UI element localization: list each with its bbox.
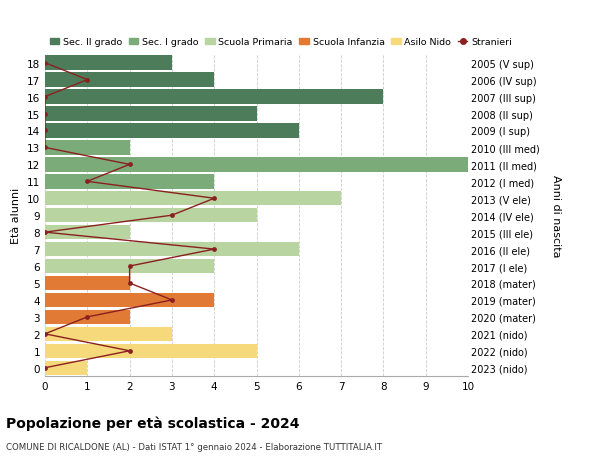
Point xyxy=(40,145,50,152)
Bar xyxy=(45,327,172,341)
Bar xyxy=(45,242,299,257)
Point xyxy=(125,280,134,287)
Legend: Sec. II grado, Sec. I grado, Scuola Primaria, Scuola Infanzia, Asilo Nido, Stran: Sec. II grado, Sec. I grado, Scuola Prim… xyxy=(50,38,512,47)
Point xyxy=(40,60,50,67)
Text: COMUNE DI RICALDONE (AL) - Dati ISTAT 1° gennaio 2024 - Elaborazione TUTTITALIA.: COMUNE DI RICALDONE (AL) - Dati ISTAT 1°… xyxy=(6,442,382,451)
Bar xyxy=(45,293,214,308)
Point xyxy=(40,94,50,101)
Point xyxy=(125,263,134,270)
Bar xyxy=(45,141,130,155)
Y-axis label: Età alunni: Età alunni xyxy=(11,188,22,244)
Point xyxy=(83,77,92,84)
Point xyxy=(40,128,50,135)
Point xyxy=(209,246,219,253)
Point xyxy=(40,364,50,372)
Bar xyxy=(45,56,172,71)
Bar xyxy=(45,124,299,138)
Point xyxy=(125,347,134,355)
Bar xyxy=(45,158,468,172)
Point xyxy=(40,111,50,118)
Point xyxy=(167,212,177,219)
Y-axis label: Anni di nascita: Anni di nascita xyxy=(551,174,560,257)
Point xyxy=(40,229,50,236)
Bar xyxy=(45,310,130,325)
Bar xyxy=(45,191,341,206)
Point xyxy=(40,330,50,338)
Bar xyxy=(45,90,383,105)
Bar xyxy=(45,344,257,358)
Bar xyxy=(45,259,214,274)
Point xyxy=(125,161,134,168)
Bar xyxy=(45,73,214,88)
Bar xyxy=(45,225,130,240)
Bar xyxy=(45,208,257,223)
Point xyxy=(209,195,219,202)
Bar xyxy=(45,276,130,291)
Point xyxy=(83,313,92,321)
Bar xyxy=(45,175,214,189)
Point xyxy=(83,178,92,185)
Point xyxy=(167,297,177,304)
Bar xyxy=(45,361,88,375)
Text: Popolazione per età scolastica - 2024: Popolazione per età scolastica - 2024 xyxy=(6,415,299,430)
Bar xyxy=(45,107,257,122)
